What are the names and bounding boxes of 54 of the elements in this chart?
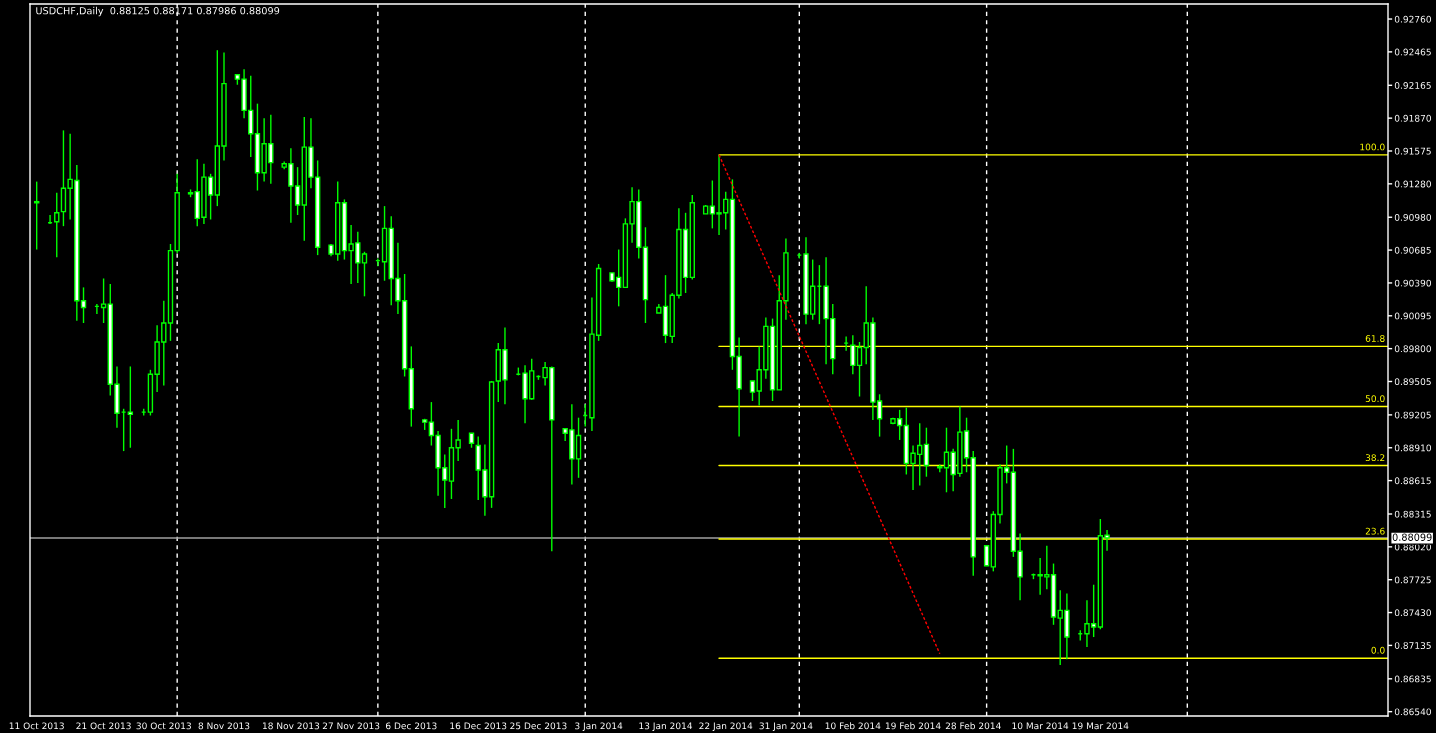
x-tick-label: 31 Jan 2014 — [759, 722, 813, 731]
y-tick-label: 0.90980 — [1394, 213, 1431, 221]
y-tick-label: 0.88315 — [1394, 510, 1431, 518]
x-tick-label: 3 Jan 2014 — [575, 722, 623, 731]
candlestick — [127, 365, 134, 449]
y-tick-label: 0.86835 — [1394, 675, 1431, 683]
y-tick-label: 0.87135 — [1394, 642, 1431, 649]
y-tick-label: 0.90685 — [1394, 246, 1431, 254]
candlestick — [100, 277, 107, 324]
x-tick-label: 27 Nov 2013 — [322, 722, 380, 730]
y-tick-label: 0.92165 — [1394, 82, 1431, 89]
y-tick-label: 0.91575 — [1394, 147, 1431, 155]
x-tick-label: 22 Jan 2014 — [699, 722, 753, 731]
y-tick-label: 0.92465 — [1394, 48, 1431, 56]
candlestick — [361, 251, 368, 298]
x-tick-label: 19 Feb 2014 — [885, 722, 941, 730]
y-tick-label: 0.91280 — [1394, 180, 1431, 188]
y-tick-label: 0.88615 — [1394, 477, 1431, 485]
x-tick-label: 16 Dec 2013 — [450, 722, 507, 730]
series-label: 0.0 — [1371, 646, 1385, 654]
y-tick-label: 0.87430 — [1394, 609, 1431, 617]
series-label: 61.8 — [1365, 335, 1385, 342]
x-tick-label: 19 Mar 2014 — [1072, 722, 1129, 730]
y-tick-label: 0.86540 — [1394, 708, 1431, 716]
candlestick — [923, 427, 930, 478]
x-tick-label: 30 Oct 2013 — [136, 722, 191, 730]
y-tick-label: 0.88910 — [1394, 444, 1431, 452]
x-tick-label: 11 Oct 2013 — [9, 722, 64, 730]
candlestick — [54, 192, 60, 259]
y-tick-label: 0.87725 — [1394, 576, 1431, 584]
x-tick-label: 28 Feb 2014 — [945, 722, 1001, 730]
y-tick-label: 0.89505 — [1394, 378, 1431, 386]
x-tick-label: 8 Nov 2013 — [198, 722, 250, 730]
series-label: 38.2 — [1365, 454, 1385, 462]
candlestick — [983, 545, 990, 567]
series-label: 100.0 — [1360, 143, 1385, 151]
y-tick-label: 0.91870 — [1394, 114, 1431, 122]
y-tick-label: 0.90390 — [1394, 279, 1431, 287]
x-tick-label: 21 Oct 2013 — [76, 722, 131, 730]
x-tick-label: 10 Mar 2014 — [1012, 722, 1069, 730]
x-tick-label: 25 Dec 2013 — [510, 722, 567, 730]
y-tick-label: 0.89205 — [1394, 411, 1431, 419]
y-tick-label: 0.89800 — [1394, 345, 1431, 353]
x-tick-label: 18 Nov 2013 — [262, 722, 320, 730]
chart-title: USDCHF,Daily 0.88125 0.88171 0.87986 0.88099 — [36, 6, 280, 17]
y-tick-label: 0.92760 — [1394, 15, 1431, 23]
series-label: 23.6 — [1365, 527, 1385, 535]
x-tick-label: 6 Dec 2013 — [385, 722, 437, 730]
x-tick-label: 10 Feb 2014 — [825, 722, 881, 730]
y-tick-label: 0.90095 — [1394, 312, 1431, 320]
x-tick-label: 13 Jan 2014 — [639, 722, 693, 731]
ref-line-label: 0.88099 — [1392, 533, 1432, 541]
y-tick-label: 0.88020 — [1394, 543, 1431, 551]
series-label: 50.0 — [1365, 395, 1385, 403]
